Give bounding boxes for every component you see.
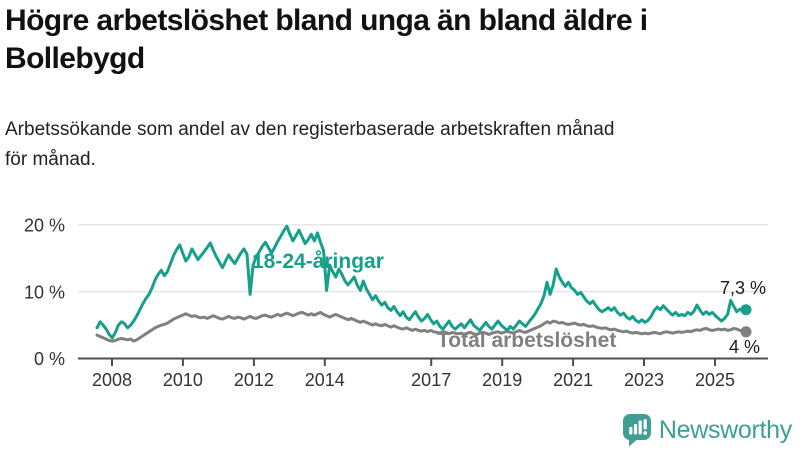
x-tick-label: 2021 (553, 370, 593, 390)
y-tick-label-0: 0 % (34, 349, 65, 369)
newsworthy-logo: Newsworthy (622, 413, 792, 447)
x-axis-ticks: 2008 2010 2012 2014 2017 2019 2021 2023 2025 (92, 358, 735, 390)
y-tick-label-10: 10 % (24, 282, 65, 302)
page-subtitle: Arbetssökande som andel av den registerb… (5, 115, 797, 175)
newsworthy-logo-text: Newsworthy (658, 415, 792, 444)
end-dot-youth (740, 304, 752, 316)
series-label-total: Total arbetslöshet (437, 329, 616, 352)
page-subtitle-line-1: Arbetssökande som andel av den registerb… (5, 119, 615, 140)
x-tick-label: 2023 (624, 370, 664, 390)
x-tick-label: 2014 (305, 370, 345, 390)
y-tick-label-20: 20 % (24, 216, 65, 236)
page-title-line-2: Bollebygd (5, 42, 145, 75)
end-value-label-total: 4 % (729, 337, 760, 357)
newsworthy-bubble-chart-icon (622, 414, 651, 447)
x-tick-label: 2019 (482, 370, 522, 390)
x-tick-label: 2008 (92, 370, 132, 390)
x-tick-label: 2010 (163, 370, 203, 390)
page-title: Högre arbetslöshet bland unga än bland ä… (5, 2, 797, 78)
series-line-total (95, 310, 748, 343)
x-tick-label: 2017 (411, 370, 451, 390)
end-value-label-youth: 7,3 % (720, 278, 766, 298)
end-dot-total (740, 326, 752, 338)
series-label-youth: 18-24-åringar (252, 250, 384, 273)
x-tick-label: 2025 (695, 370, 735, 390)
page-subtitle-line-2: för månad. (5, 149, 96, 170)
page-title-line-1: Högre arbetslöshet bland unga än bland ä… (5, 4, 648, 37)
x-tick-label: 2012 (234, 370, 274, 390)
series-line-youth (95, 224, 748, 340)
